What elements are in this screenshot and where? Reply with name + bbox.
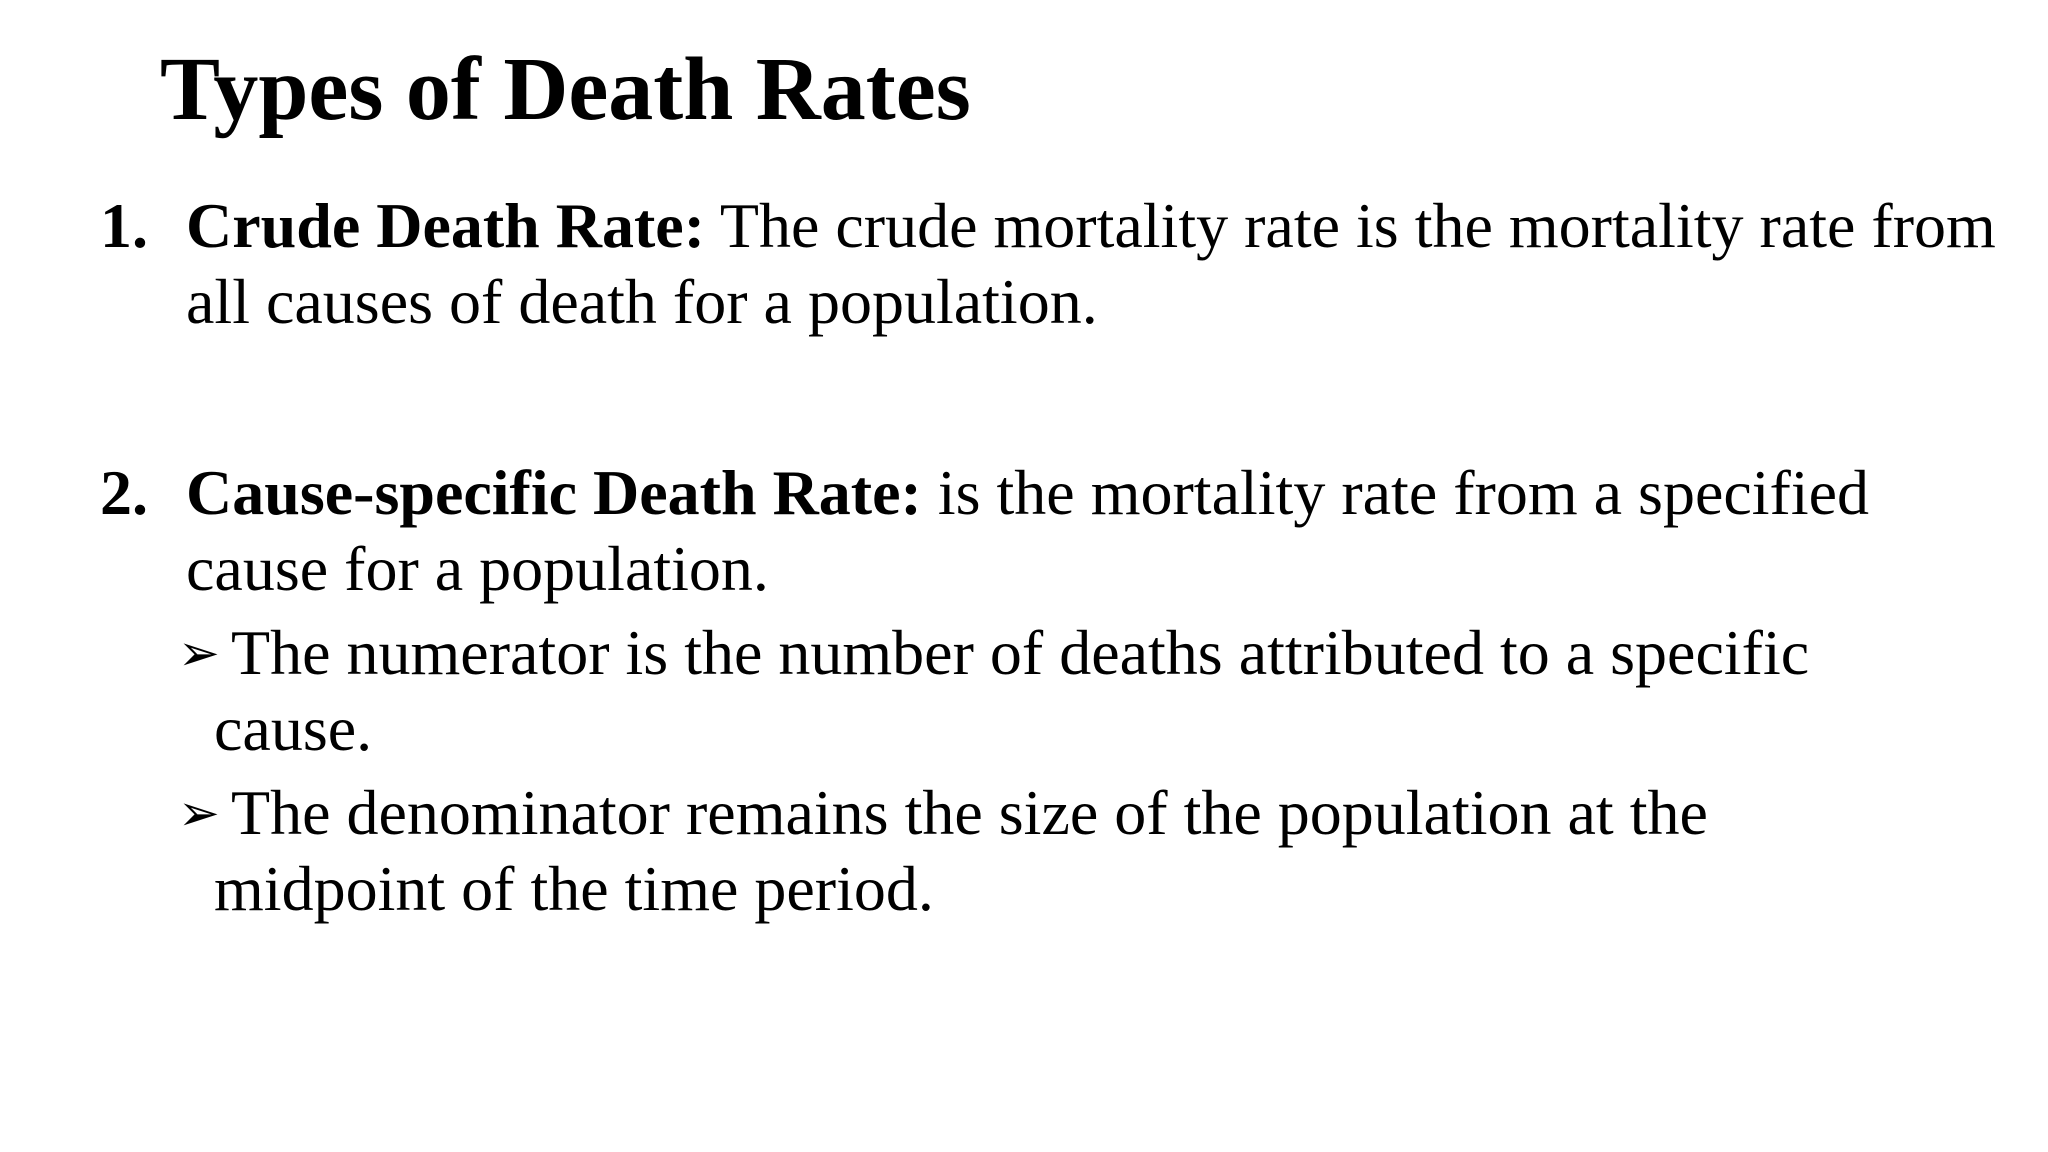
list-item-text: Cause-specific Death Rate: is the mortal… [186, 455, 2016, 607]
sub-bullet-text: The denominator remains the size of the … [214, 777, 1708, 924]
term-definition: is the mortality rate from a specified c… [186, 457, 1870, 604]
list-number: 2. [100, 457, 148, 528]
list-item-text: Crude Death Rate: The crude mortality ra… [186, 188, 2016, 340]
sub-bullet-text: The numerator is the number of deaths at… [214, 617, 1810, 764]
list-number: 1. [100, 190, 148, 261]
term-definition: The crude mortality rate is the mortalit… [186, 190, 1996, 337]
arrow-bullet-icon: ➢ [178, 624, 220, 682]
term-label: Cause-specific Death Rate: [186, 457, 922, 528]
slide-title: Types of Death Rates [160, 40, 971, 139]
arrow-bullet-icon: ➢ [178, 784, 220, 842]
term-label: Crude Death Rate: [186, 190, 705, 261]
